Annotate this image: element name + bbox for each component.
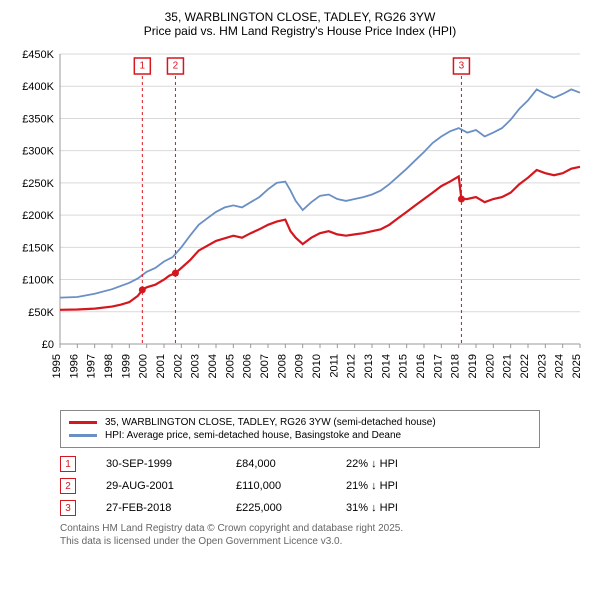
- x-tick-label: 2007: [259, 354, 271, 378]
- y-tick-label: £100K: [22, 275, 54, 287]
- sale-marker-num-3: 3: [459, 61, 465, 72]
- x-tick-label: 2013: [363, 354, 375, 378]
- sale-point-3: [458, 196, 465, 203]
- sale-diff: 31% ↓ HPI: [346, 502, 466, 514]
- x-tick-label: 2017: [432, 354, 444, 378]
- legend-label: HPI: Average price, semi-detached house,…: [105, 430, 401, 441]
- sale-diff: 21% ↓ HPI: [346, 480, 466, 492]
- x-tick-label: 2019: [467, 354, 479, 378]
- sale-diff: 22% ↓ HPI: [346, 458, 466, 470]
- legend: 35, WARBLINGTON CLOSE, TADLEY, RG26 3YW …: [60, 410, 540, 448]
- y-tick-label: £200K: [22, 210, 54, 222]
- series-hpi: [60, 89, 580, 297]
- y-tick-label: £350K: [22, 113, 54, 125]
- footnote-line2: This data is licensed under the Open Gov…: [60, 535, 590, 548]
- sale-marker: 1: [60, 456, 76, 472]
- legend-swatch: [69, 421, 97, 424]
- x-tick-label: 2021: [502, 354, 514, 378]
- sale-date: 27-FEB-2018: [106, 502, 236, 514]
- x-tick-label: 2014: [380, 354, 392, 378]
- x-tick-label: 2022: [519, 354, 531, 378]
- x-tick-label: 1998: [103, 354, 115, 378]
- price-chart: £0 £50K £100K £150K £200K £250K £300K £350K £400…: [10, 44, 590, 404]
- title-address: 35, WARBLINGTON CLOSE, TADLEY, RG26 3YW: [10, 10, 590, 24]
- x-tick-label: 2008: [276, 354, 288, 378]
- x-tick-label: 2006: [242, 354, 254, 378]
- legend-label: 35, WARBLINGTON CLOSE, TADLEY, RG26 3YW …: [105, 417, 436, 428]
- sale-marker-num-2: 2: [173, 61, 179, 72]
- x-tick-label: 2011: [328, 354, 340, 378]
- footnote-line1: Contains HM Land Registry data © Crown c…: [60, 522, 590, 535]
- x-tick-label: 2015: [398, 354, 410, 378]
- x-tick-label: 2012: [346, 354, 358, 378]
- y-tick-label: £50K: [28, 307, 54, 319]
- x-tick-label: 2009: [294, 354, 306, 378]
- sale-marker: 2: [60, 478, 76, 494]
- y-tick-label: £250K: [22, 178, 54, 190]
- y-tick-label: £450K: [22, 49, 54, 61]
- sales-table: 1 30-SEP-1999£84,00022% ↓ HPI 2 29-AUG-2001…: [60, 456, 540, 516]
- x-tick-label: 2003: [190, 354, 202, 378]
- sale-price: £84,000: [236, 458, 346, 470]
- x-tick-label: 1995: [51, 354, 63, 378]
- y-tick-label: £400K: [22, 81, 54, 93]
- sale-point-2: [172, 270, 179, 277]
- y-tick-label: £150K: [22, 242, 54, 254]
- footnote: Contains HM Land Registry data © Crown c…: [60, 522, 590, 548]
- x-tick-label: 1999: [120, 354, 132, 378]
- legend-swatch: [69, 434, 97, 437]
- x-tick-label: 2010: [311, 354, 323, 378]
- legend-row: 35, WARBLINGTON CLOSE, TADLEY, RG26 3YW …: [69, 417, 531, 428]
- sale-date: 29-AUG-2001: [106, 480, 236, 492]
- series-property: [60, 167, 580, 310]
- x-tick-label: 2023: [536, 354, 548, 378]
- chart-title-block: 35, WARBLINGTON CLOSE, TADLEY, RG26 3YW …: [10, 10, 590, 38]
- x-tick-label: 2000: [138, 354, 150, 378]
- x-tick-label: 1997: [86, 354, 98, 378]
- sale-point-1: [139, 286, 146, 293]
- x-tick-label: 2005: [224, 354, 236, 378]
- x-tick-label: 2025: [571, 354, 583, 378]
- sale-date: 30-SEP-1999: [106, 458, 236, 470]
- sale-marker-num-1: 1: [140, 61, 146, 72]
- x-tick-label: 2004: [207, 354, 219, 378]
- sale-row: 2 29-AUG-2001£110,00021% ↓ HPI: [60, 478, 540, 494]
- y-tick-label: £0: [42, 339, 54, 351]
- sale-row: 1 30-SEP-1999£84,00022% ↓ HPI: [60, 456, 540, 472]
- x-tick-label: 2002: [172, 354, 184, 378]
- sale-marker: 3: [60, 500, 76, 516]
- sale-price: £225,000: [236, 502, 346, 514]
- x-tick-label: 1996: [68, 354, 80, 378]
- sale-row: 3 27-FEB-2018£225,00031% ↓ HPI: [60, 500, 540, 516]
- x-tick-label: 2020: [484, 354, 496, 378]
- title-subtitle: Price paid vs. HM Land Registry's House …: [10, 24, 590, 38]
- chart-svg: £0 £50K £100K £150K £200K £250K £300K £350K £400…: [10, 44, 590, 404]
- legend-row: HPI: Average price, semi-detached house,…: [69, 430, 531, 441]
- y-tick-label: £300K: [22, 146, 54, 158]
- x-tick-label: 2024: [554, 354, 566, 378]
- x-tick-label: 2016: [415, 354, 427, 378]
- x-tick-label: 2001: [155, 354, 167, 378]
- sale-price: £110,000: [236, 480, 346, 492]
- x-tick-label: 2018: [450, 354, 462, 378]
